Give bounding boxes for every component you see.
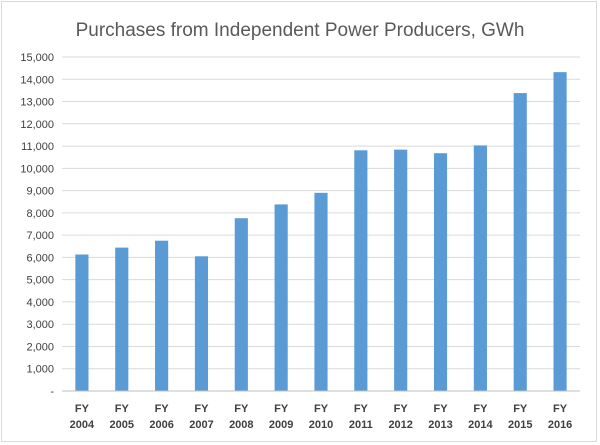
x-tick-label: 2012 [388, 419, 412, 431]
y-tick-label: 13,000 [20, 97, 54, 109]
bar [234, 218, 248, 391]
x-tick-label: FY [473, 403, 488, 415]
gridlines [62, 56, 580, 370]
y-tick-label: 10,000 [20, 163, 54, 175]
bar [553, 72, 567, 392]
y-tick-label: 1,000 [26, 364, 54, 376]
x-tick-label: 2007 [189, 419, 213, 431]
bar [314, 192, 328, 391]
y-tick-label: 9,000 [26, 186, 54, 198]
bar [513, 93, 527, 392]
bar [155, 240, 169, 391]
bar [433, 153, 448, 391]
y-tick-label: 7,000 [26, 230, 54, 242]
y-tick-label: 3,000 [26, 319, 54, 331]
bar [354, 150, 368, 391]
y-tick-label: 6,000 [26, 252, 54, 264]
x-tick-label: 2006 [149, 419, 173, 431]
bar [473, 145, 487, 391]
x-tick-label: FY [234, 403, 249, 415]
x-tick-label: FY [115, 403, 130, 415]
bar [394, 149, 408, 391]
x-tick-label: FY [155, 403, 170, 415]
x-tick-label: 2005 [110, 419, 134, 431]
x-tick-label: FY [354, 403, 369, 415]
x-tick-label: 2013 [428, 419, 452, 431]
y-tick-label: 11,000 [21, 141, 54, 153]
bar [274, 204, 288, 391]
x-tick-label: FY [553, 403, 568, 415]
y-tick-label: 14,000 [20, 74, 54, 86]
x-tick-label: 2011 [349, 419, 373, 431]
x-tick-label: 2014 [468, 419, 493, 431]
y-tick-label: 5,000 [26, 275, 54, 287]
y-tick-label: 15,000 [20, 52, 54, 64]
chart-title: Purchases from Independent Power Produce… [76, 20, 525, 41]
x-tick-label: 2016 [548, 419, 572, 431]
x-tick-label: FY [75, 403, 90, 415]
x-tick-label: FY [274, 403, 289, 415]
x-tick-label: FY [194, 403, 209, 415]
y-tick-label: 8,000 [26, 208, 54, 220]
y-tick-label: 4,000 [26, 297, 54, 309]
y-tick-label: - [50, 386, 54, 398]
x-tick-label: 2015 [508, 419, 532, 431]
y-tick-label: 2,000 [26, 341, 54, 353]
bar [194, 256, 209, 391]
x-axis-ticks: FY 2004 FY 2005 FY 2006 FY 2007 FY 2008 FY 2009 FY 20… [70, 403, 573, 431]
x-tick-label: FY [434, 403, 449, 415]
x-tick-label: 2004 [70, 419, 95, 431]
x-tick-label: FY [513, 403, 528, 415]
y-axis-ticks: - 1,000 2,000 3,000 4,000 5,000 6,000 7,000 8,00… [20, 52, 54, 398]
bar [115, 247, 129, 391]
x-tick-label: 2010 [309, 419, 333, 431]
y-tick-label: 12,000 [20, 119, 54, 131]
bar [75, 254, 89, 391]
bars [75, 72, 567, 392]
x-tick-label: FY [314, 403, 329, 415]
x-tick-label: FY [394, 403, 409, 415]
x-tick-label: 2008 [229, 419, 253, 431]
x-tick-label: 2009 [269, 419, 293, 431]
